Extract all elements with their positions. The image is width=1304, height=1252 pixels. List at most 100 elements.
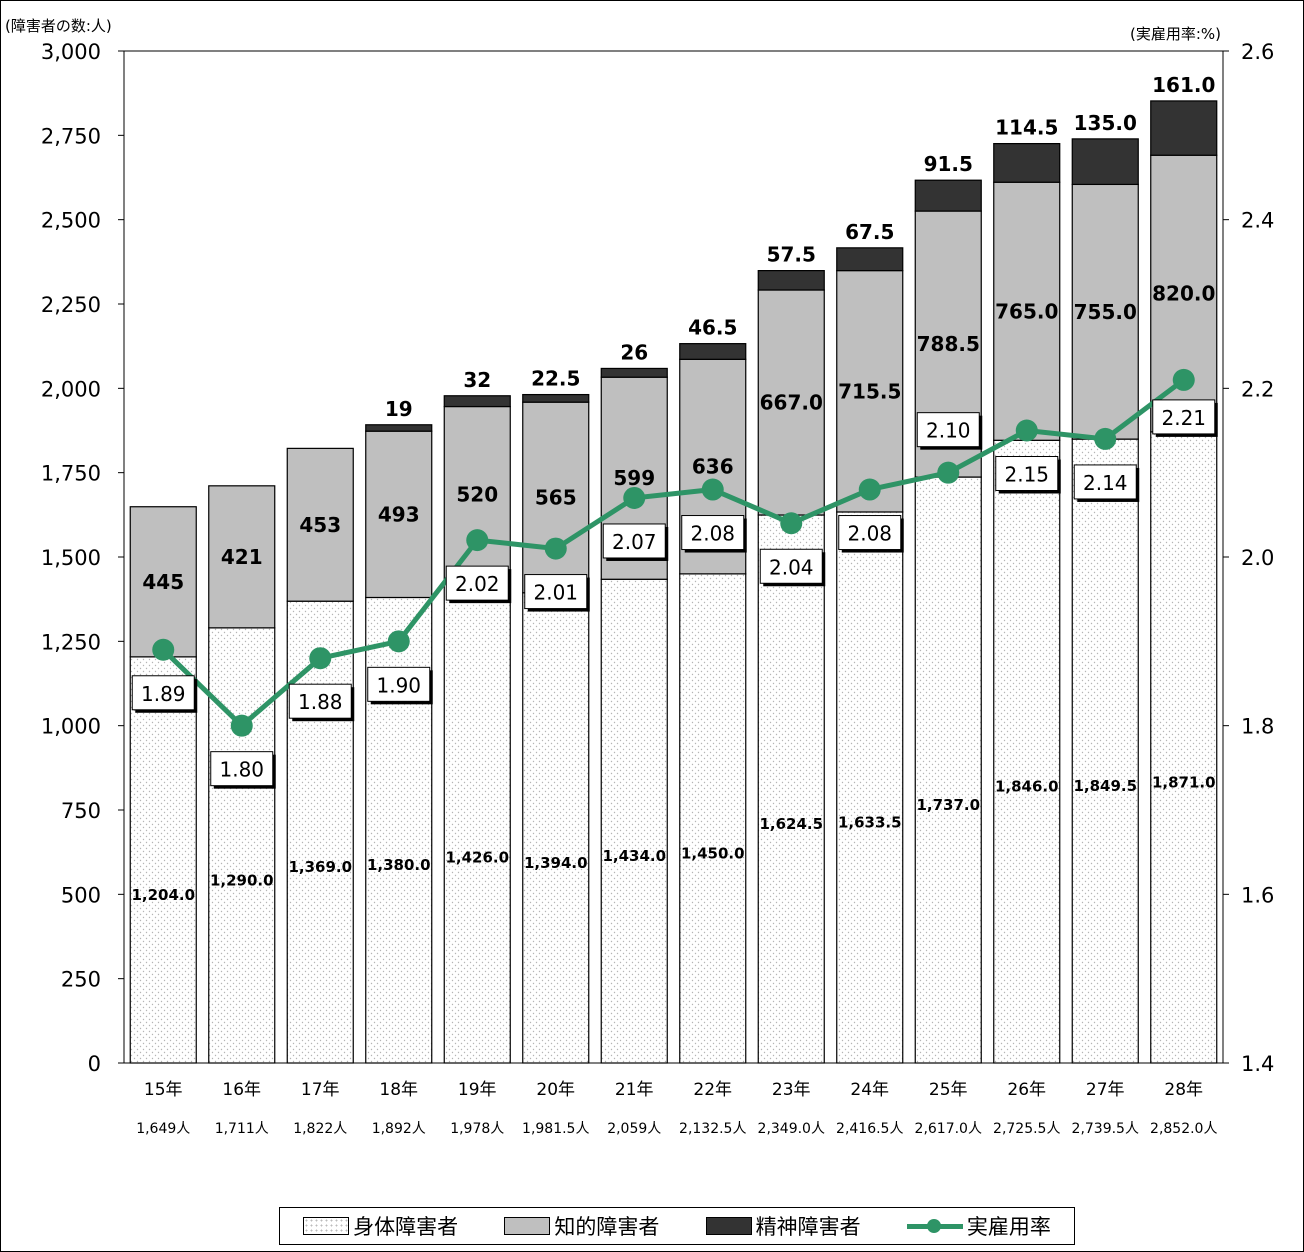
legend-swatch-physical [303,1217,350,1235]
x-axis-category-label: 23年 [772,1080,811,1100]
rate-label-box [445,565,509,601]
value-label-intellectual: 421 [221,545,263,569]
rate-label: 2.08 [690,522,735,546]
right-axis-tick-label: 2.0 [1241,546,1274,570]
rate-point [780,512,803,535]
rate-label-box [367,666,431,702]
legend-item-physical: 身体障害者 [303,1211,458,1241]
right-axis-tick-label: 2.2 [1241,377,1274,401]
x-axis-total-label: 2,739.5人 [1072,1121,1139,1137]
bar-mental [443,395,511,408]
left-axis-tick-label: 500 [61,883,101,907]
bar-physical [600,578,668,1064]
value-label-physical: 1,624.5 [759,815,823,833]
right-axis-tick-label: 1.4 [1241,1052,1274,1076]
legend-label-mental: 精神障害者 [755,1215,861,1239]
value-label-physical: 1,434.0 [602,847,666,865]
rate-point [1015,419,1038,442]
value-label-mental: 91.5 [924,152,973,176]
value-label-intellectual: 565 [535,485,577,509]
rate-point [544,537,567,560]
right-axis-tick-label: 1.8 [1241,715,1274,739]
left-axis-tick-label: 1,250 [41,630,101,654]
rate-point [466,529,489,552]
bar-physical [129,656,197,1064]
rate-label: 1.80 [219,758,264,782]
rate-label: 1.89 [141,682,186,706]
x-axis-total-label: 1,981.5人 [522,1121,589,1137]
bar-physical [286,600,354,1064]
bar-mental [522,393,590,403]
left-axis-tick-label: 2,000 [41,377,101,401]
rate-label: 1.90 [376,673,421,697]
legend-item-intellectual: 知的障害者 [504,1211,659,1241]
value-label-mental: 57.5 [767,243,816,267]
rate-point [309,647,332,670]
value-label-physical: 1,380.0 [367,856,431,874]
rate-line [161,377,1186,729]
bar-physical [208,627,276,1064]
bar-physical [443,581,511,1064]
bar-mental [757,270,825,291]
rate-label-box [995,456,1059,491]
value-label-physical: 1,426.0 [445,848,509,866]
rate-point [152,638,175,661]
legend: 身体障害者 知的障害者 精神障害者 実雇用率 [279,1207,1075,1245]
value-label-physical: 1,871.0 [1152,773,1216,791]
value-label-intellectual: 765.0 [995,299,1058,323]
value-label-physical: 1,633.5 [838,813,902,831]
chart-plot: 0 250 500 750 1,000 1,250 1,500 1,750 2,000 2,250… [41,40,1275,1137]
value-label-mental: 46.5 [688,316,737,340]
rate-label: 2.15 [1004,463,1049,487]
value-label-intellectual: 755.0 [1074,300,1137,324]
bar-mental [993,142,1061,183]
bar-mental [836,247,904,272]
rate-label: 2.07 [612,530,657,554]
legend-swatch-mental [705,1217,752,1235]
rate-label-box [681,515,745,551]
left-axis-tick-label: 0 [88,1052,101,1076]
bar-intellectual [286,447,354,602]
rate-label: 2.04 [769,555,814,579]
x-axis-total-label: 2,852.0人 [1150,1121,1217,1137]
bar-intellectual [757,289,825,516]
x-axis-category-label: 18年 [379,1080,418,1100]
left-axis-tick-label: 1,000 [41,715,101,739]
rate-label-box [838,515,902,551]
legend-line-marker-icon [906,1217,963,1235]
x-axis-category-label: 22年 [693,1080,732,1100]
value-label-intellectual: 599 [613,466,655,490]
value-label-intellectual: 715.5 [838,379,901,403]
x-axis-total-label: 2,725.5人 [993,1121,1060,1137]
bar-intellectual [993,181,1061,441]
rate-label-box [759,548,823,584]
rate-point [230,714,253,737]
value-label-physical: 1,737.0 [916,796,980,814]
right-axis-tick-label: 1.6 [1241,883,1274,907]
left-axis-tick-label: 1,750 [41,462,101,486]
x-axis-category-label: 26年 [1007,1080,1046,1100]
bar-physical [679,573,747,1064]
x-axis-category-label: 20年 [536,1080,575,1100]
value-label-intellectual: 520 [456,482,498,506]
bar-physical [993,439,1061,1064]
legend-item-mental: 精神障害者 [705,1211,861,1241]
value-label-mental: 26 [620,340,648,364]
rate-label: 2.21 [1161,406,1206,430]
value-label-physical: 1,450.0 [681,844,745,862]
legend-label-physical: 身体障害者 [353,1215,459,1239]
value-label-mental: 67.5 [845,220,894,244]
rate-label-box [916,412,980,448]
value-label-mental: 114.5 [995,116,1058,140]
x-axis-total-label: 1,978人 [450,1121,504,1137]
bar-physical [522,592,590,1064]
x-axis-category-label: 28年 [1164,1080,1203,1100]
x-axis-total-label: 2,059人 [607,1121,661,1137]
rate-label-box [131,675,195,711]
legend-item-rate: 実雇用率 [906,1211,1051,1241]
value-label-intellectual: 788.5 [917,332,980,356]
x-axis-category-label: 21年 [615,1080,654,1100]
rate-label: 2.08 [847,522,892,546]
x-axis-total-label: 2,416.5人 [836,1121,903,1137]
